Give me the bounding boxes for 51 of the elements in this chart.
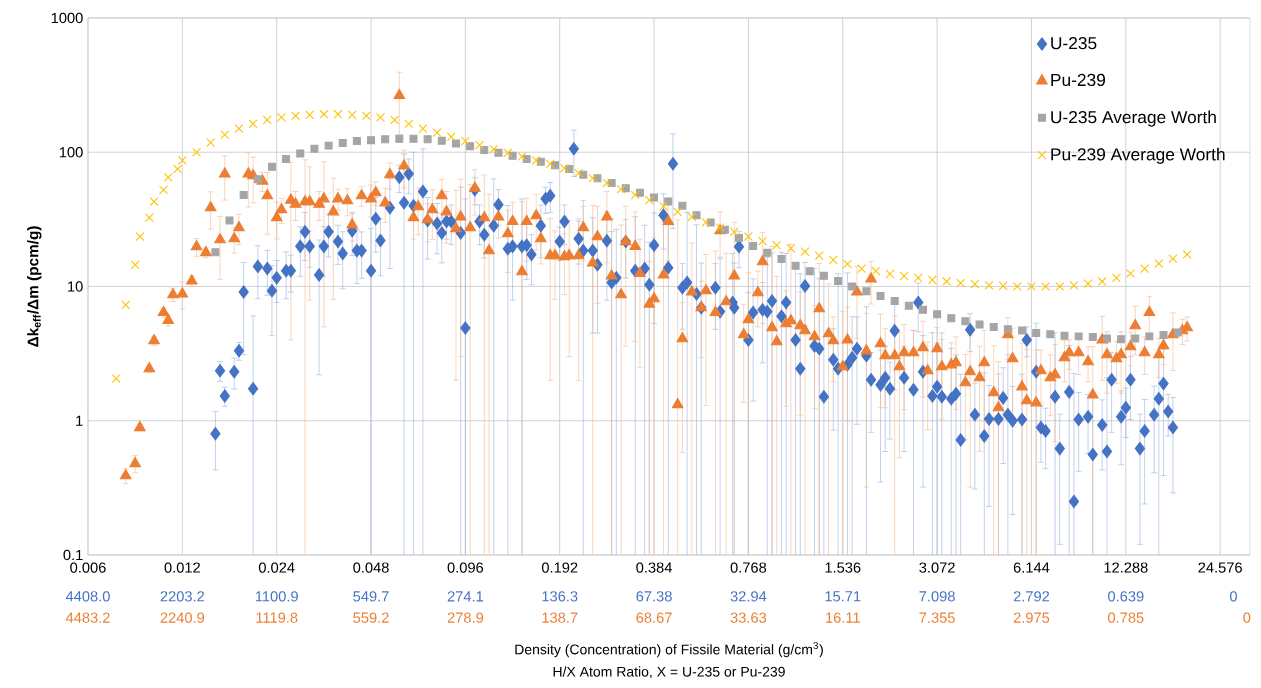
y-tick-label: 1	[76, 415, 83, 426]
text: 2203.2	[160, 591, 205, 602]
text: 67.38	[636, 591, 672, 602]
text: 2240.9	[160, 612, 205, 623]
x-tick-label: 0.192	[541, 562, 578, 573]
x-tick-label: 12.288	[1104, 562, 1148, 573]
text: 1119.8	[256, 612, 298, 623]
text: 274.1	[447, 591, 484, 602]
y-axis-title: Δk$_{eff}$/Δm (pcm/g)	[27, 226, 42, 347]
y-tick-label: 100	[59, 147, 83, 158]
text: 16.11	[826, 612, 860, 623]
text: 559.2	[353, 612, 389, 623]
text: 1100.9	[255, 591, 298, 602]
text: 0.785	[1108, 612, 1144, 623]
text: 2.975	[1013, 612, 1050, 623]
text: 7.098	[919, 591, 955, 602]
legend-label: U-235 Average Worth	[1051, 110, 1216, 127]
x-tick-label: 24.576	[1198, 562, 1242, 573]
legend-label: Pu-239 Average Worth	[1051, 147, 1225, 164]
x-tick-label: 1.536	[825, 562, 861, 573]
text: 0.639	[1108, 591, 1144, 602]
y-tick-label: 1000	[51, 12, 83, 24]
legend-label: Pu-239	[1051, 73, 1106, 87]
text: 0	[1243, 612, 1251, 623]
y-tick-label: 0.1	[63, 549, 83, 561]
x-tick-label: 0.096	[447, 562, 484, 573]
legend-label: U-235	[1051, 37, 1097, 50]
text: 549.7	[353, 591, 389, 602]
text: 4483.2	[65, 612, 110, 623]
text: 138.7	[542, 612, 578, 623]
text: H/X Atom Ratio, X = U-235 or Pu-239	[553, 666, 785, 679]
text: 33.63	[730, 612, 767, 623]
text: 278.9	[447, 612, 484, 623]
x-tick-label: 0.768	[730, 562, 767, 573]
x-tick-label: 6.144	[1013, 562, 1050, 573]
text: 7.355	[919, 612, 955, 623]
text: 32.94	[730, 591, 767, 602]
text: 15.71	[825, 591, 861, 602]
x-tick-label: 0.024	[258, 562, 295, 573]
text: 136.3	[542, 591, 578, 602]
x-tick-label: 0.384	[636, 562, 672, 573]
x-tick-label: 0.012	[164, 562, 200, 573]
x-axis-title: Density (Concentration) of Fissile Material (g/cm$^{3}$)	[515, 642, 823, 658]
text: 0	[1229, 591, 1237, 602]
text: 4408.0	[65, 591, 110, 602]
y-tick-label: 10	[68, 281, 83, 292]
x-tick-label: 3.072	[919, 562, 955, 573]
text: 2.792	[1013, 591, 1050, 602]
text: 68.67	[636, 612, 672, 623]
x-tick-label: 0.006	[70, 562, 106, 573]
x-tick-label: 0.048	[353, 562, 389, 573]
